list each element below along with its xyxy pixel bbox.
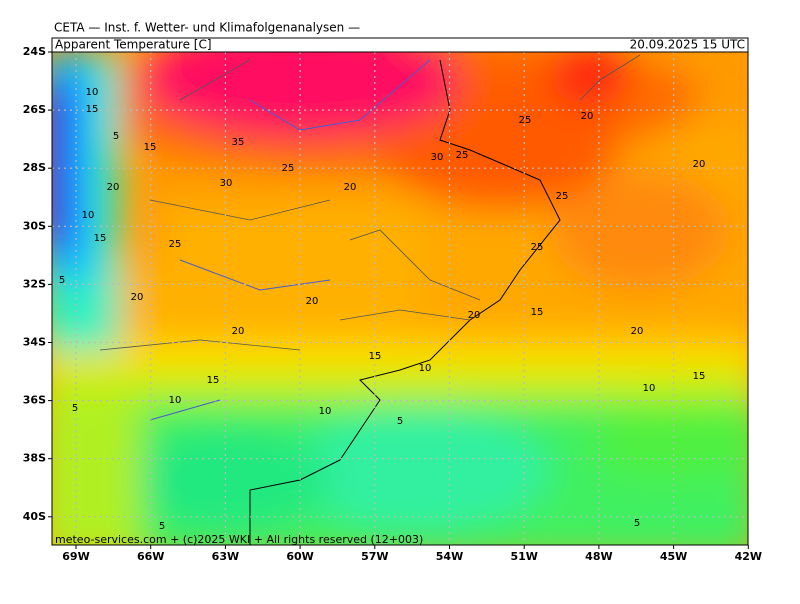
lon-label: 42W: [735, 550, 762, 563]
variable-label: Apparent Temperature [C]: [55, 38, 212, 52]
contour-label: 15: [531, 307, 544, 318]
lat-label: 34S: [23, 336, 46, 349]
contour-label: 10: [86, 87, 99, 98]
lon-label: 63W: [212, 550, 239, 563]
lon-label: 69W: [62, 550, 89, 563]
contour-label: 5: [113, 131, 119, 142]
contour-label: 20: [693, 159, 706, 170]
contour-label: 25: [556, 191, 569, 202]
contour-label: 15: [94, 233, 107, 244]
contour-label: 25: [282, 163, 295, 174]
contour-label: 20: [344, 182, 357, 193]
lon-label: 51W: [510, 550, 537, 563]
contour-label: 20: [232, 326, 245, 337]
contour-label: 15: [369, 351, 382, 362]
contour-label: 20: [306, 296, 319, 307]
contour-label: 20: [581, 111, 594, 122]
lon-label: 45W: [660, 550, 687, 563]
contour-label: 25: [531, 242, 544, 253]
contour-label: 15: [207, 375, 220, 386]
lat-label: 36S: [23, 394, 46, 407]
contour-label: 5: [72, 403, 78, 414]
lon-label: 60W: [286, 550, 313, 563]
valid-time: 20.09.2025 15 UTC: [630, 38, 745, 52]
lon-label: 54W: [436, 550, 463, 563]
contour-label: 30: [220, 178, 233, 189]
graticule: [52, 52, 748, 545]
lat-label: 26S: [23, 103, 46, 116]
contour-label: 20: [468, 310, 481, 321]
lat-label: 30S: [23, 219, 46, 232]
footer: meteo-services.com + (c)2025 WKI + All r…: [55, 533, 423, 546]
contour-label: 5: [159, 521, 165, 532]
axes: 24S 26S 28S 30S 32S 34S 36S 38S 40S 69W 66W 63W 60W 5…: [23, 45, 762, 563]
lon-label: 66W: [137, 550, 164, 563]
contour-label: 10: [643, 383, 656, 394]
contour-label: 10: [319, 406, 332, 417]
contour-label: 25: [169, 239, 182, 250]
map-frame: [51, 51, 749, 546]
contour-label: 15: [693, 371, 706, 382]
lon-label: 48W: [585, 550, 612, 563]
lat-label: 40S: [23, 510, 46, 523]
temperature-field: [52, 52, 748, 545]
lon-label: 57W: [361, 550, 388, 563]
contour-label: 35: [232, 137, 245, 148]
lat-label: 38S: [23, 452, 46, 465]
header-title: CETA — Inst. f. Wetter- und Klimafolgena…: [54, 21, 360, 35]
contour-label: 15: [86, 104, 99, 115]
contour-label: 30: [431, 152, 444, 163]
contour-label: 15: [144, 142, 157, 153]
contour-label: 25: [456, 150, 469, 161]
borders: [99, 54, 641, 351]
lat-label: 24S: [23, 45, 46, 58]
contour-label: 10: [169, 395, 182, 406]
contour-label: 20: [107, 182, 120, 193]
contour-label: 5: [397, 416, 403, 427]
contour-label: 5: [634, 518, 640, 529]
contour-label: 10: [419, 363, 432, 374]
contour-label: 20: [131, 292, 144, 303]
contour-label: 25: [519, 115, 532, 126]
contour-label: 5: [59, 275, 65, 286]
lat-label: 32S: [23, 277, 46, 290]
rivers: [149, 59, 431, 421]
contour-label: 10: [82, 210, 95, 221]
contour-labels: 10 15 5 15 35 25 30 20 20 30 25 25 20 20 25 25 10 15 25 5 20…: [59, 87, 706, 532]
contour-label: 20: [631, 326, 644, 337]
lat-label: 28S: [23, 161, 46, 174]
